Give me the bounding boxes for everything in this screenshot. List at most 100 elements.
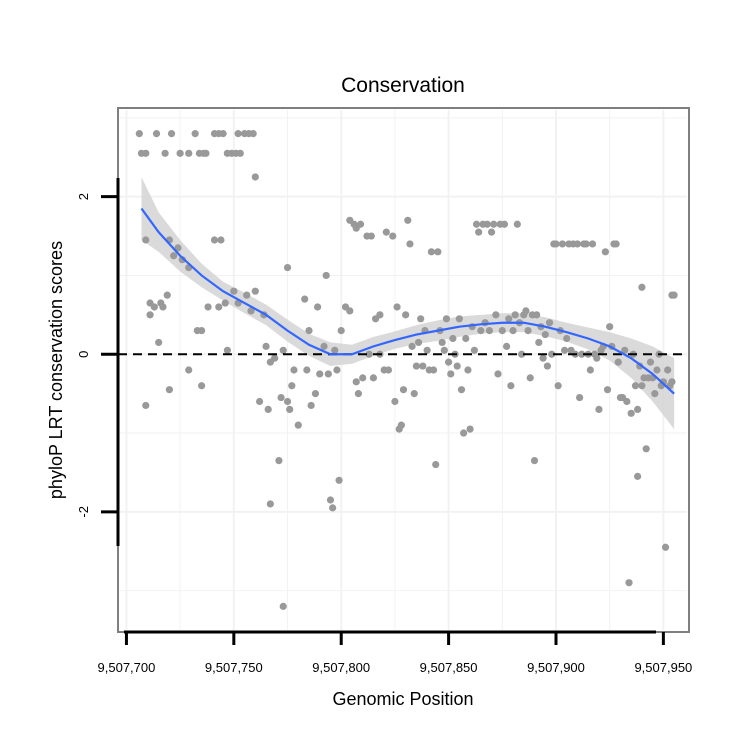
data-point [511,311,519,319]
data-point [518,350,526,358]
data-point [548,350,556,358]
data-point [541,330,549,339]
data-point [603,386,612,394]
data-point [404,216,412,224]
data-point [487,228,496,236]
data-point [646,358,655,366]
data-point [414,338,423,347]
data-point [174,244,182,252]
data-point [198,327,206,335]
data-point [664,366,672,374]
data-point [634,405,642,413]
data-point [352,378,360,386]
data-point [337,327,345,335]
data-point [483,220,491,228]
data-point [279,346,287,354]
data-point [627,409,635,417]
confidence-band-area [141,176,675,430]
data-point [601,248,609,256]
data-point [202,149,210,157]
data-point [494,370,502,378]
data-point [243,291,251,299]
data-point [455,315,463,323]
data-point [159,303,167,311]
data-point [419,362,427,370]
data-point [391,397,399,406]
data-point [275,457,283,465]
data-point [576,393,584,402]
data-point [316,370,324,378]
data-point [554,382,562,390]
data-point [563,334,571,343]
data-point [560,346,569,354]
data-point [621,346,629,354]
data-point [623,397,631,406]
scatter-points [135,130,678,610]
smooth-fit-line [140,207,675,395]
data-point [346,307,354,315]
data-point [460,429,468,437]
data-point [417,315,425,323]
data-point [247,307,255,315]
data-point [264,405,272,413]
data-point [438,338,446,347]
x-tick-label: 9,507,950 [634,660,692,675]
data-point [505,315,513,323]
data-point [290,366,298,374]
data-point [142,401,150,410]
data-point [142,236,150,244]
x-axis-label: Genomic Position [332,689,473,709]
data-point [631,382,640,390]
data-point [558,240,567,248]
data-point [249,130,257,138]
data-point [500,220,509,228]
y-tick-label: 2 [76,193,91,200]
data-point [262,342,270,350]
data-point [266,500,274,508]
data-point [294,421,302,429]
data-point [161,149,169,157]
data-point [453,362,461,370]
data-point [462,334,470,343]
data-point [283,397,292,406]
data-point [502,342,511,350]
data-point [191,130,199,138]
data-point [477,327,485,335]
data-point [457,386,466,394]
data-point [440,346,448,354]
data-point [333,366,341,374]
data-point [423,346,431,354]
data-point [638,283,646,291]
data-point [389,232,397,240]
data-point [524,327,532,335]
data-point [185,366,193,374]
data-point [429,366,438,374]
x-tick-label: 9,507,850 [420,660,478,675]
data-point [522,307,530,315]
data-point [176,149,184,157]
data-point [223,346,231,354]
data-point [210,236,219,244]
data-point [427,248,436,256]
x-axis: 9,507,700 9,507,750 9,507,800 9,507,850 9,50… [98,630,692,675]
data-point [324,370,332,378]
data-point [410,390,418,398]
data-point [533,311,541,319]
data-point [150,303,158,311]
data-point [552,240,560,248]
data-point [642,445,650,453]
data-point [135,130,143,138]
data-point [365,350,373,358]
data-point [485,327,494,335]
data-point [329,504,337,512]
data-point [492,311,500,319]
data-point [449,334,457,343]
data-point [507,382,515,390]
data-point [142,149,150,157]
data-point [326,496,335,504]
data-point [543,362,551,370]
data-point [376,311,384,319]
confidence-band [141,176,675,430]
data-point [498,327,506,335]
